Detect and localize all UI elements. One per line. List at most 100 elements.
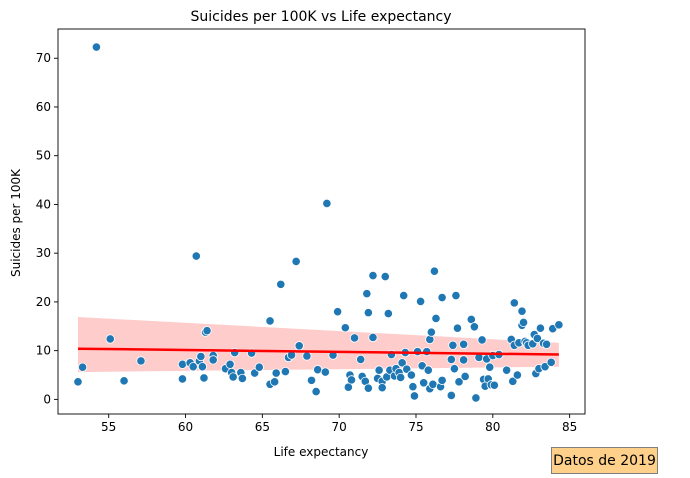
data-point — [294, 341, 304, 351]
data-point — [437, 375, 447, 385]
data-point — [322, 198, 332, 209]
data-point — [196, 351, 206, 362]
x-tick-label: 60 — [178, 420, 193, 434]
data-point — [416, 296, 426, 307]
y-tick-label: 10 — [36, 344, 51, 358]
data-point — [431, 313, 441, 324]
x-tick-label: 75 — [408, 420, 423, 434]
data-point — [377, 383, 387, 393]
data-point — [380, 271, 390, 282]
x-axis-label: Life expectancy — [274, 445, 369, 459]
data-point — [518, 317, 529, 327]
y-tick-label: 40 — [36, 197, 51, 211]
data-point — [408, 382, 418, 392]
y-tick-label: 30 — [36, 246, 51, 260]
data-point — [399, 290, 409, 301]
data-point — [383, 309, 393, 319]
data-point — [356, 354, 366, 365]
data-point — [485, 362, 495, 372]
data-point — [306, 375, 317, 385]
data-point — [320, 367, 330, 377]
regression-layer — [77, 347, 559, 356]
data-point — [517, 306, 527, 316]
data-point — [177, 374, 188, 384]
data-point — [340, 323, 350, 333]
data-point — [535, 323, 546, 333]
data-point — [225, 359, 235, 369]
data-point — [271, 368, 281, 378]
x-tick-label: 70 — [332, 420, 347, 434]
data-point — [471, 393, 481, 403]
data-point — [454, 377, 464, 387]
data-point — [459, 339, 469, 349]
data-point — [270, 377, 280, 387]
data-point — [396, 372, 406, 383]
data-point — [191, 251, 201, 261]
data-point — [417, 361, 427, 371]
data-point — [313, 365, 323, 375]
data-point — [73, 377, 83, 387]
data-point — [197, 362, 208, 372]
data-point — [489, 380, 499, 390]
data-point — [91, 42, 102, 52]
data-point — [333, 307, 343, 317]
y-tick-label: 0 — [43, 392, 51, 406]
data-point — [546, 357, 556, 367]
data-point — [509, 298, 519, 308]
data-point — [237, 373, 247, 384]
axes-layer: 55 60 65 70 75 80 85 0 10 20 30 40 50 60 70 — [36, 28, 586, 434]
data-point — [368, 332, 378, 343]
data-point — [136, 356, 146, 366]
y-axis-label: Suicides per 100K — [9, 168, 23, 277]
data-point — [202, 326, 212, 336]
data-point — [302, 351, 312, 361]
data-point — [311, 386, 321, 397]
y-tick-label: 60 — [36, 100, 51, 114]
x-tick-label: 65 — [255, 420, 270, 434]
data-point — [105, 334, 115, 344]
plot-frame — [57, 28, 586, 415]
y-tick-label: 20 — [36, 295, 51, 309]
data-point — [368, 270, 378, 281]
data-point — [540, 362, 550, 372]
data-point — [460, 371, 470, 382]
data-point — [362, 289, 372, 299]
data-point — [419, 378, 429, 388]
data-point — [265, 316, 275, 326]
data-point — [346, 375, 357, 385]
data-point — [119, 376, 129, 386]
data-point — [291, 256, 301, 267]
data-point — [448, 340, 458, 350]
data-point — [512, 370, 522, 380]
regression-line — [77, 347, 559, 356]
data-point — [426, 327, 436, 337]
x-tick-label: 85 — [562, 420, 577, 434]
data-point — [363, 383, 373, 393]
data-point — [554, 320, 564, 330]
data-point — [422, 347, 432, 357]
points-layer — [73, 42, 564, 403]
data-point — [254, 362, 264, 372]
annotation-box: Datos de 2019 — [551, 447, 658, 474]
data-point — [397, 358, 407, 368]
data-point — [188, 362, 198, 372]
data-point — [451, 290, 461, 301]
data-point — [280, 367, 290, 377]
x-tick-label: 80 — [485, 420, 500, 434]
y-tick-label: 50 — [36, 149, 51, 163]
data-point — [177, 359, 188, 369]
data-point — [429, 266, 440, 276]
data-point — [459, 355, 469, 365]
data-point — [406, 370, 416, 380]
data-point — [469, 322, 479, 332]
data-point — [374, 365, 384, 375]
data-point — [428, 379, 438, 389]
data-point — [541, 339, 552, 349]
data-point — [449, 364, 460, 374]
data-point — [446, 390, 456, 401]
data-point — [363, 308, 373, 318]
data-point — [199, 373, 209, 383]
y-tick-label: 70 — [36, 51, 51, 65]
data-point — [477, 335, 487, 345]
